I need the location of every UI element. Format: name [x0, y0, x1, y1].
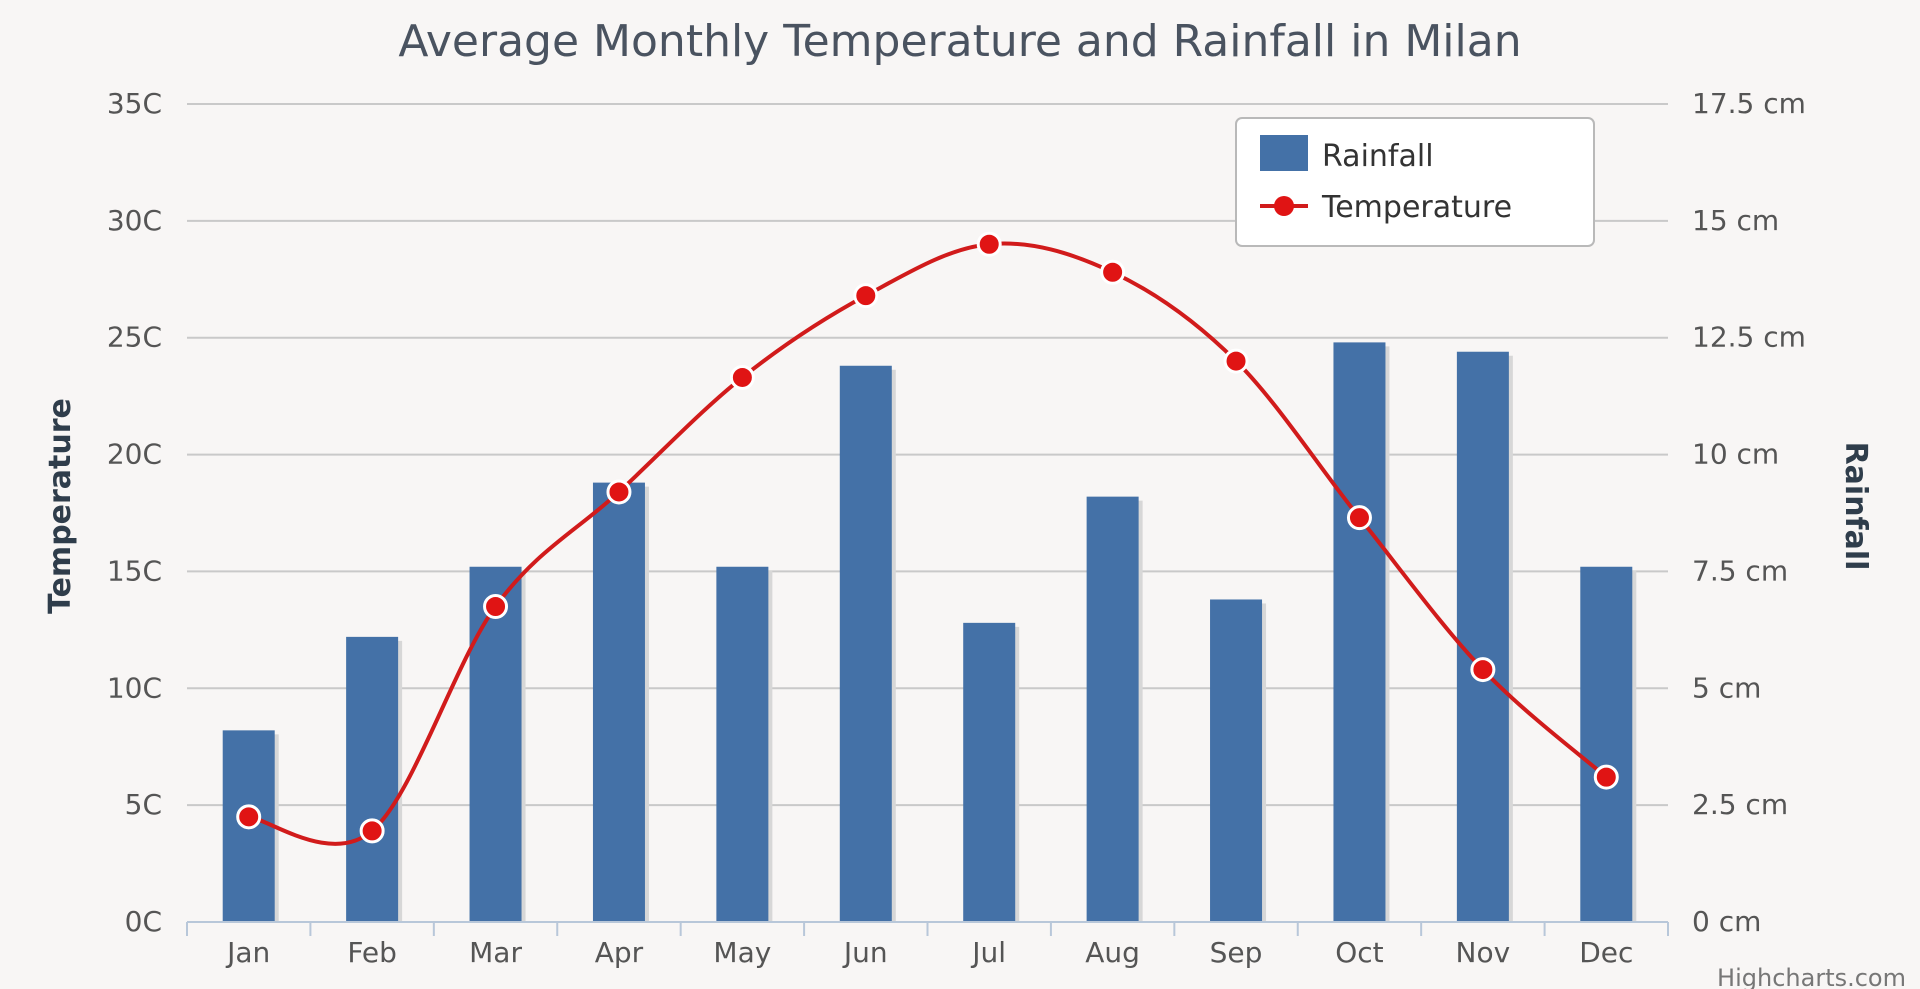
- x-tick-label: Feb: [347, 936, 397, 969]
- rainfall-bar: [1456, 351, 1509, 922]
- right-tick-label: 17.5 cm: [1692, 87, 1806, 120]
- rainfall-bar: [839, 365, 892, 922]
- rainfall-bar: [716, 566, 769, 922]
- legend: Rainfall Temperature: [1235, 117, 1595, 247]
- temperature-point: [1470, 657, 1496, 683]
- right-tick-label: 2.5 cm: [1692, 788, 1788, 821]
- left-tick-label: 25C: [107, 321, 162, 354]
- legend-rainfall-label: Rainfall: [1322, 139, 1434, 174]
- x-tick-label: Sep: [1210, 936, 1263, 969]
- left-tick-label: 5C: [125, 788, 162, 821]
- rainfall-bar: [1210, 599, 1263, 922]
- right-tick-label: 5 cm: [1692, 671, 1761, 704]
- temperature-point: [236, 804, 262, 830]
- temperature-point: [359, 818, 385, 844]
- temperature-point: [1100, 259, 1126, 285]
- rainfall-bars: [222, 342, 1637, 923]
- temperature-point: [1346, 505, 1372, 531]
- x-axis-ticks: Jan Feb Mar Apr May Jun Jul Aug Sep Oct Nov Dec: [186, 921, 1669, 969]
- chart-title: Average Monthly Temperature and Rainfall…: [398, 16, 1521, 67]
- right-tick-label: 12.5 cm: [1692, 321, 1806, 354]
- left-tick-label: 35C: [107, 87, 162, 120]
- temperature-line-layer: [236, 231, 1619, 846]
- legend-rainfall-swatch: [1260, 135, 1308, 171]
- right-axis-ticks: 0 cm 2.5 cm 5 cm 7.5 cm 10 cm 12.5 cm 15 cm 17.…: [1692, 87, 1806, 938]
- right-tick-label: 0 cm: [1692, 905, 1761, 938]
- x-tick-label: Apr: [595, 936, 644, 969]
- x-tick-label: Aug: [1085, 936, 1140, 969]
- rainfall-bar: [592, 482, 645, 922]
- left-tick-label: 10C: [107, 671, 162, 704]
- temperature-point: [729, 364, 755, 390]
- legend-box: [1235, 117, 1595, 247]
- legend-temperature-label: Temperature: [1321, 190, 1512, 225]
- left-tick-label: 30C: [107, 204, 162, 237]
- left-axis-ticks: 0C 5C 10C 15C 20C 25C 30C 35C: [107, 87, 162, 938]
- rainfall-bar: [346, 636, 399, 922]
- right-tick-label: 15 cm: [1692, 204, 1779, 237]
- x-tick-label: Jan: [225, 936, 270, 969]
- legend-temperature-marker: [1274, 196, 1294, 216]
- x-tick-label: May: [713, 936, 771, 969]
- rainfall-bar: [963, 622, 1016, 922]
- temperature-point: [606, 479, 632, 505]
- left-tick-label: 15C: [107, 554, 162, 587]
- chart-credit: Highcharts.com: [1717, 964, 1906, 989]
- x-tick-label: Jul: [970, 936, 1006, 969]
- right-tick-label: 10 cm: [1692, 438, 1779, 471]
- rainfall-bar: [1580, 566, 1633, 922]
- rainfall-bar: [1086, 496, 1139, 922]
- temperature-point: [976, 231, 1002, 257]
- rainfall-bar: [469, 566, 522, 922]
- temperature-point: [1593, 764, 1619, 790]
- x-tick-label: Mar: [469, 936, 522, 969]
- left-tick-label: 20C: [107, 438, 162, 471]
- right-tick-label: 7.5 cm: [1692, 554, 1788, 587]
- left-tick-label: 0C: [125, 905, 162, 938]
- temperature-line: [246, 241, 1609, 846]
- right-axis-title: Rainfall: [1838, 442, 1873, 571]
- temperature-point: [1223, 348, 1249, 374]
- x-tick-label: Jun: [842, 936, 888, 969]
- left-axis-title: Temperature: [43, 398, 78, 614]
- rainfall-bar: [1333, 342, 1386, 923]
- temperature-point: [853, 283, 879, 309]
- x-tick-label: Nov: [1456, 936, 1511, 969]
- x-tick-label: Dec: [1579, 936, 1633, 969]
- x-tick-label: Oct: [1335, 936, 1383, 969]
- temperature-point: [483, 593, 509, 619]
